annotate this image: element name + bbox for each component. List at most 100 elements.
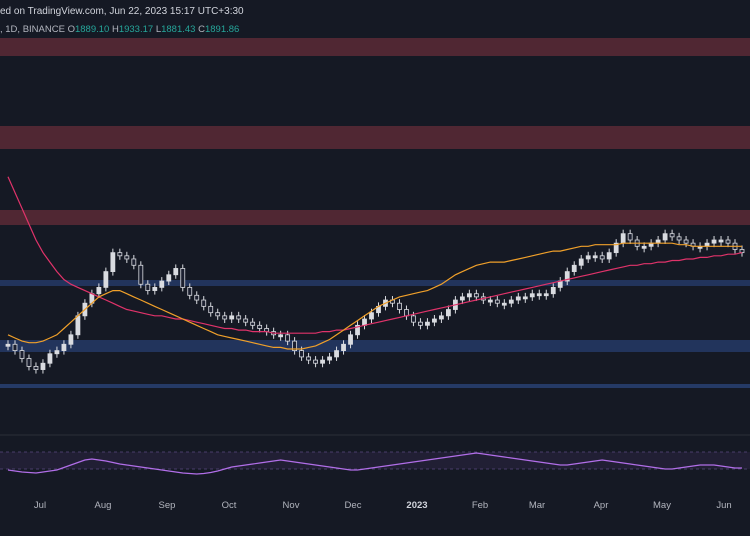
candle-body (75, 315, 81, 336)
candle-body (641, 245, 647, 249)
candle-body (173, 268, 179, 276)
candle-body (320, 359, 325, 364)
x-tick-label: 2023 (406, 500, 427, 511)
x-tick-label: Jun (716, 500, 731, 511)
x-tick-label: Jul (34, 500, 46, 511)
candle-body (711, 239, 717, 244)
candle-body (229, 315, 235, 320)
candle-body (250, 321, 256, 326)
candle-body (676, 236, 682, 241)
candle-body (285, 334, 291, 342)
candle-body (578, 258, 584, 266)
candle-body (131, 258, 137, 266)
candle-body (159, 280, 165, 288)
candle-body (606, 252, 612, 260)
candle-body (110, 252, 116, 272)
high-value: 1933.17 (118, 24, 154, 35)
candle-body (466, 293, 472, 298)
candle-body (124, 255, 130, 260)
chart-header: ed on TradingView.com, Jun 22, 2023 15:1… (0, 6, 244, 17)
candle-body (550, 286, 556, 295)
candle-body (138, 264, 144, 285)
candle-body (341, 343, 346, 351)
candle-body (473, 293, 479, 298)
x-tick-label: Oct (222, 500, 237, 511)
candle-body (299, 350, 305, 358)
high-label: H (111, 24, 119, 35)
candle-body (348, 334, 353, 345)
candle-body (739, 249, 745, 254)
candle-body (208, 305, 214, 314)
candle-body (662, 233, 668, 241)
candle-body (117, 252, 123, 257)
low-value: 1881.43 (161, 24, 196, 35)
candle-body (459, 296, 465, 301)
candle-body (187, 286, 193, 296)
close-value: 1891.86 (204, 24, 240, 35)
candle-body (529, 293, 535, 298)
candle-body (439, 315, 444, 320)
candle-body (152, 286, 158, 291)
candle-body (718, 239, 724, 243)
candle-body (194, 294, 200, 301)
candle-body (669, 233, 675, 238)
candle-body (278, 334, 284, 338)
candle-body (564, 271, 570, 282)
x-tick-label: May (653, 500, 671, 511)
candle-body (571, 264, 577, 272)
candle-body (40, 362, 46, 370)
ohlc-readout: , 1D, BINANCE O1889.10 H1933.17 L1881.43… (0, 24, 239, 35)
candle-body (599, 255, 605, 260)
candle-body (12, 343, 18, 351)
candle-body (620, 233, 626, 244)
candle-body (369, 312, 374, 320)
candle-body (103, 271, 109, 288)
candle-body (145, 283, 151, 291)
symbol-interval: , 1D, BINANCE (0, 24, 65, 35)
candle-body (306, 356, 311, 361)
candle-body (257, 324, 263, 329)
candle-body (243, 318, 249, 323)
candle-body (432, 318, 437, 323)
open-label: O (67, 24, 75, 35)
x-tick-label: Dec (345, 500, 362, 511)
candle-body (68, 334, 74, 345)
zone-resistance-1 (0, 38, 750, 56)
candle-body (508, 299, 514, 304)
ma-fast-line (7, 242, 742, 350)
candle-body (725, 239, 731, 244)
candle-body (334, 350, 339, 358)
candle-body (683, 239, 689, 244)
candle-body (5, 343, 11, 347)
zone-resistance-2 (0, 126, 750, 149)
candle-body (292, 340, 298, 351)
candle-body (54, 350, 60, 355)
candle-body (327, 356, 332, 361)
close-label: C (198, 24, 205, 35)
candle-body (355, 324, 360, 336)
candle-body (592, 255, 598, 259)
candle-body (522, 296, 528, 300)
candle-body (61, 343, 67, 351)
x-tick-label: Nov (283, 500, 300, 511)
x-tick-label: Sep (159, 500, 176, 511)
candle-body (425, 321, 430, 326)
candle-body (215, 312, 221, 317)
candle-body (166, 274, 172, 282)
candle-body (411, 315, 416, 323)
candle-body (33, 365, 39, 370)
x-tick-label: Apr (594, 500, 609, 511)
candle-body (26, 358, 32, 367)
candle-body (585, 255, 591, 260)
candle-body (627, 233, 633, 241)
candle-body (445, 309, 451, 317)
candle-body (487, 299, 493, 303)
x-tick-label: Mar (529, 500, 545, 511)
ma-slow-line (7, 176, 743, 334)
candle-body (613, 242, 619, 254)
low-label: L (155, 24, 162, 35)
candle-body (494, 299, 500, 304)
